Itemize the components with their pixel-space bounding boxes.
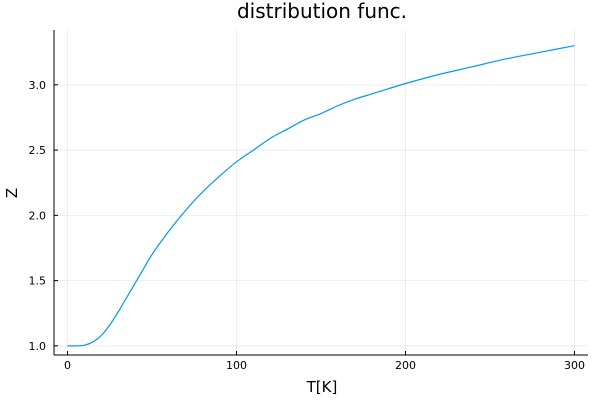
y-axis-label: Z (3, 188, 21, 198)
grid (54, 30, 588, 355)
chart-title: distribution func. (237, 0, 407, 23)
ticks: 0 100 200 300 1.0 1.5 2.0 2.5 3.0 (29, 79, 585, 372)
x-tick-label-2: 200 (395, 359, 416, 372)
x-tick-label-1: 100 (226, 359, 247, 372)
x-tick-label-3: 300 (564, 359, 585, 372)
y-tick-label-0: 1.0 (29, 340, 47, 353)
y-tick-label-4: 3.0 (29, 79, 47, 92)
plot-area (67, 45, 575, 347)
series-line-0 (67, 45, 575, 347)
x-axis-label: T[K] (306, 378, 338, 396)
y-tick-label-1: 1.5 (29, 275, 47, 288)
y-tick-label-2: 2.0 (29, 209, 47, 222)
x-tick-label-0: 0 (64, 359, 71, 372)
y-tick-label-3: 2.5 (29, 144, 47, 157)
axes-frame (53, 30, 588, 356)
